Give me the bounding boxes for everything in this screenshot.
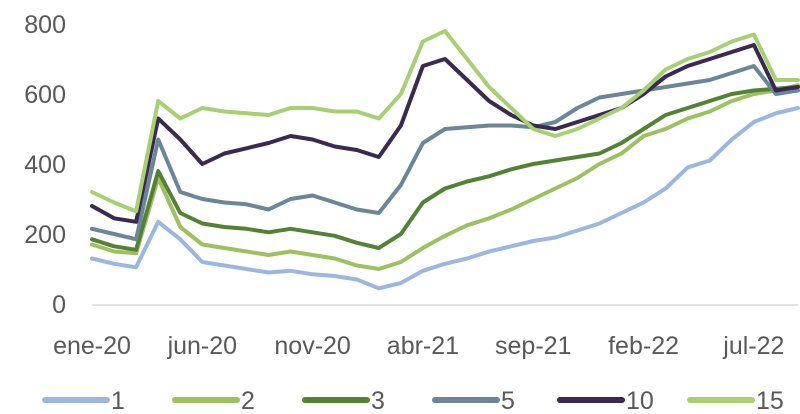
legend-label-10: 10 <box>626 387 654 414</box>
y-tick-label: 200 <box>24 221 66 249</box>
series-line-1 <box>90 106 800 291</box>
x-tick-label: nov-20 <box>274 332 350 360</box>
legend-label-3: 3 <box>371 387 385 414</box>
x-tick-label: jul-22 <box>722 332 784 360</box>
series-line-5 <box>90 64 800 242</box>
series-line-10 <box>90 43 800 224</box>
x-tick-label: ene-20 <box>53 332 131 360</box>
series-line-15 <box>90 29 800 214</box>
legend-label-2: 2 <box>241 387 255 414</box>
series-line-2 <box>90 83 800 271</box>
x-tick-label: jun-20 <box>167 332 238 360</box>
x-axis-ticks: ene-20 jun-20 nov-20 abr-21 sep-21 feb-22 jul-… <box>53 332 784 360</box>
y-tick-label: 600 <box>24 81 66 109</box>
legend: 1 2 3 5 10 15 <box>42 387 784 414</box>
series-lines <box>90 29 800 291</box>
series-line-3 <box>90 85 800 252</box>
legend-label-1: 1 <box>111 387 125 414</box>
y-tick-label: 400 <box>24 151 66 179</box>
x-tick-label: feb-22 <box>608 332 679 360</box>
legend-label-15: 15 <box>756 387 784 414</box>
y-tick-label: 0 <box>52 291 66 319</box>
x-tick-label: abr-21 <box>387 332 459 360</box>
legend-label-5: 5 <box>501 387 515 414</box>
x-tick-label: sep-21 <box>495 332 571 360</box>
y-tick-label: 800 <box>24 11 66 39</box>
y-axis-ticks: 0 200 400 600 800 <box>24 11 66 319</box>
